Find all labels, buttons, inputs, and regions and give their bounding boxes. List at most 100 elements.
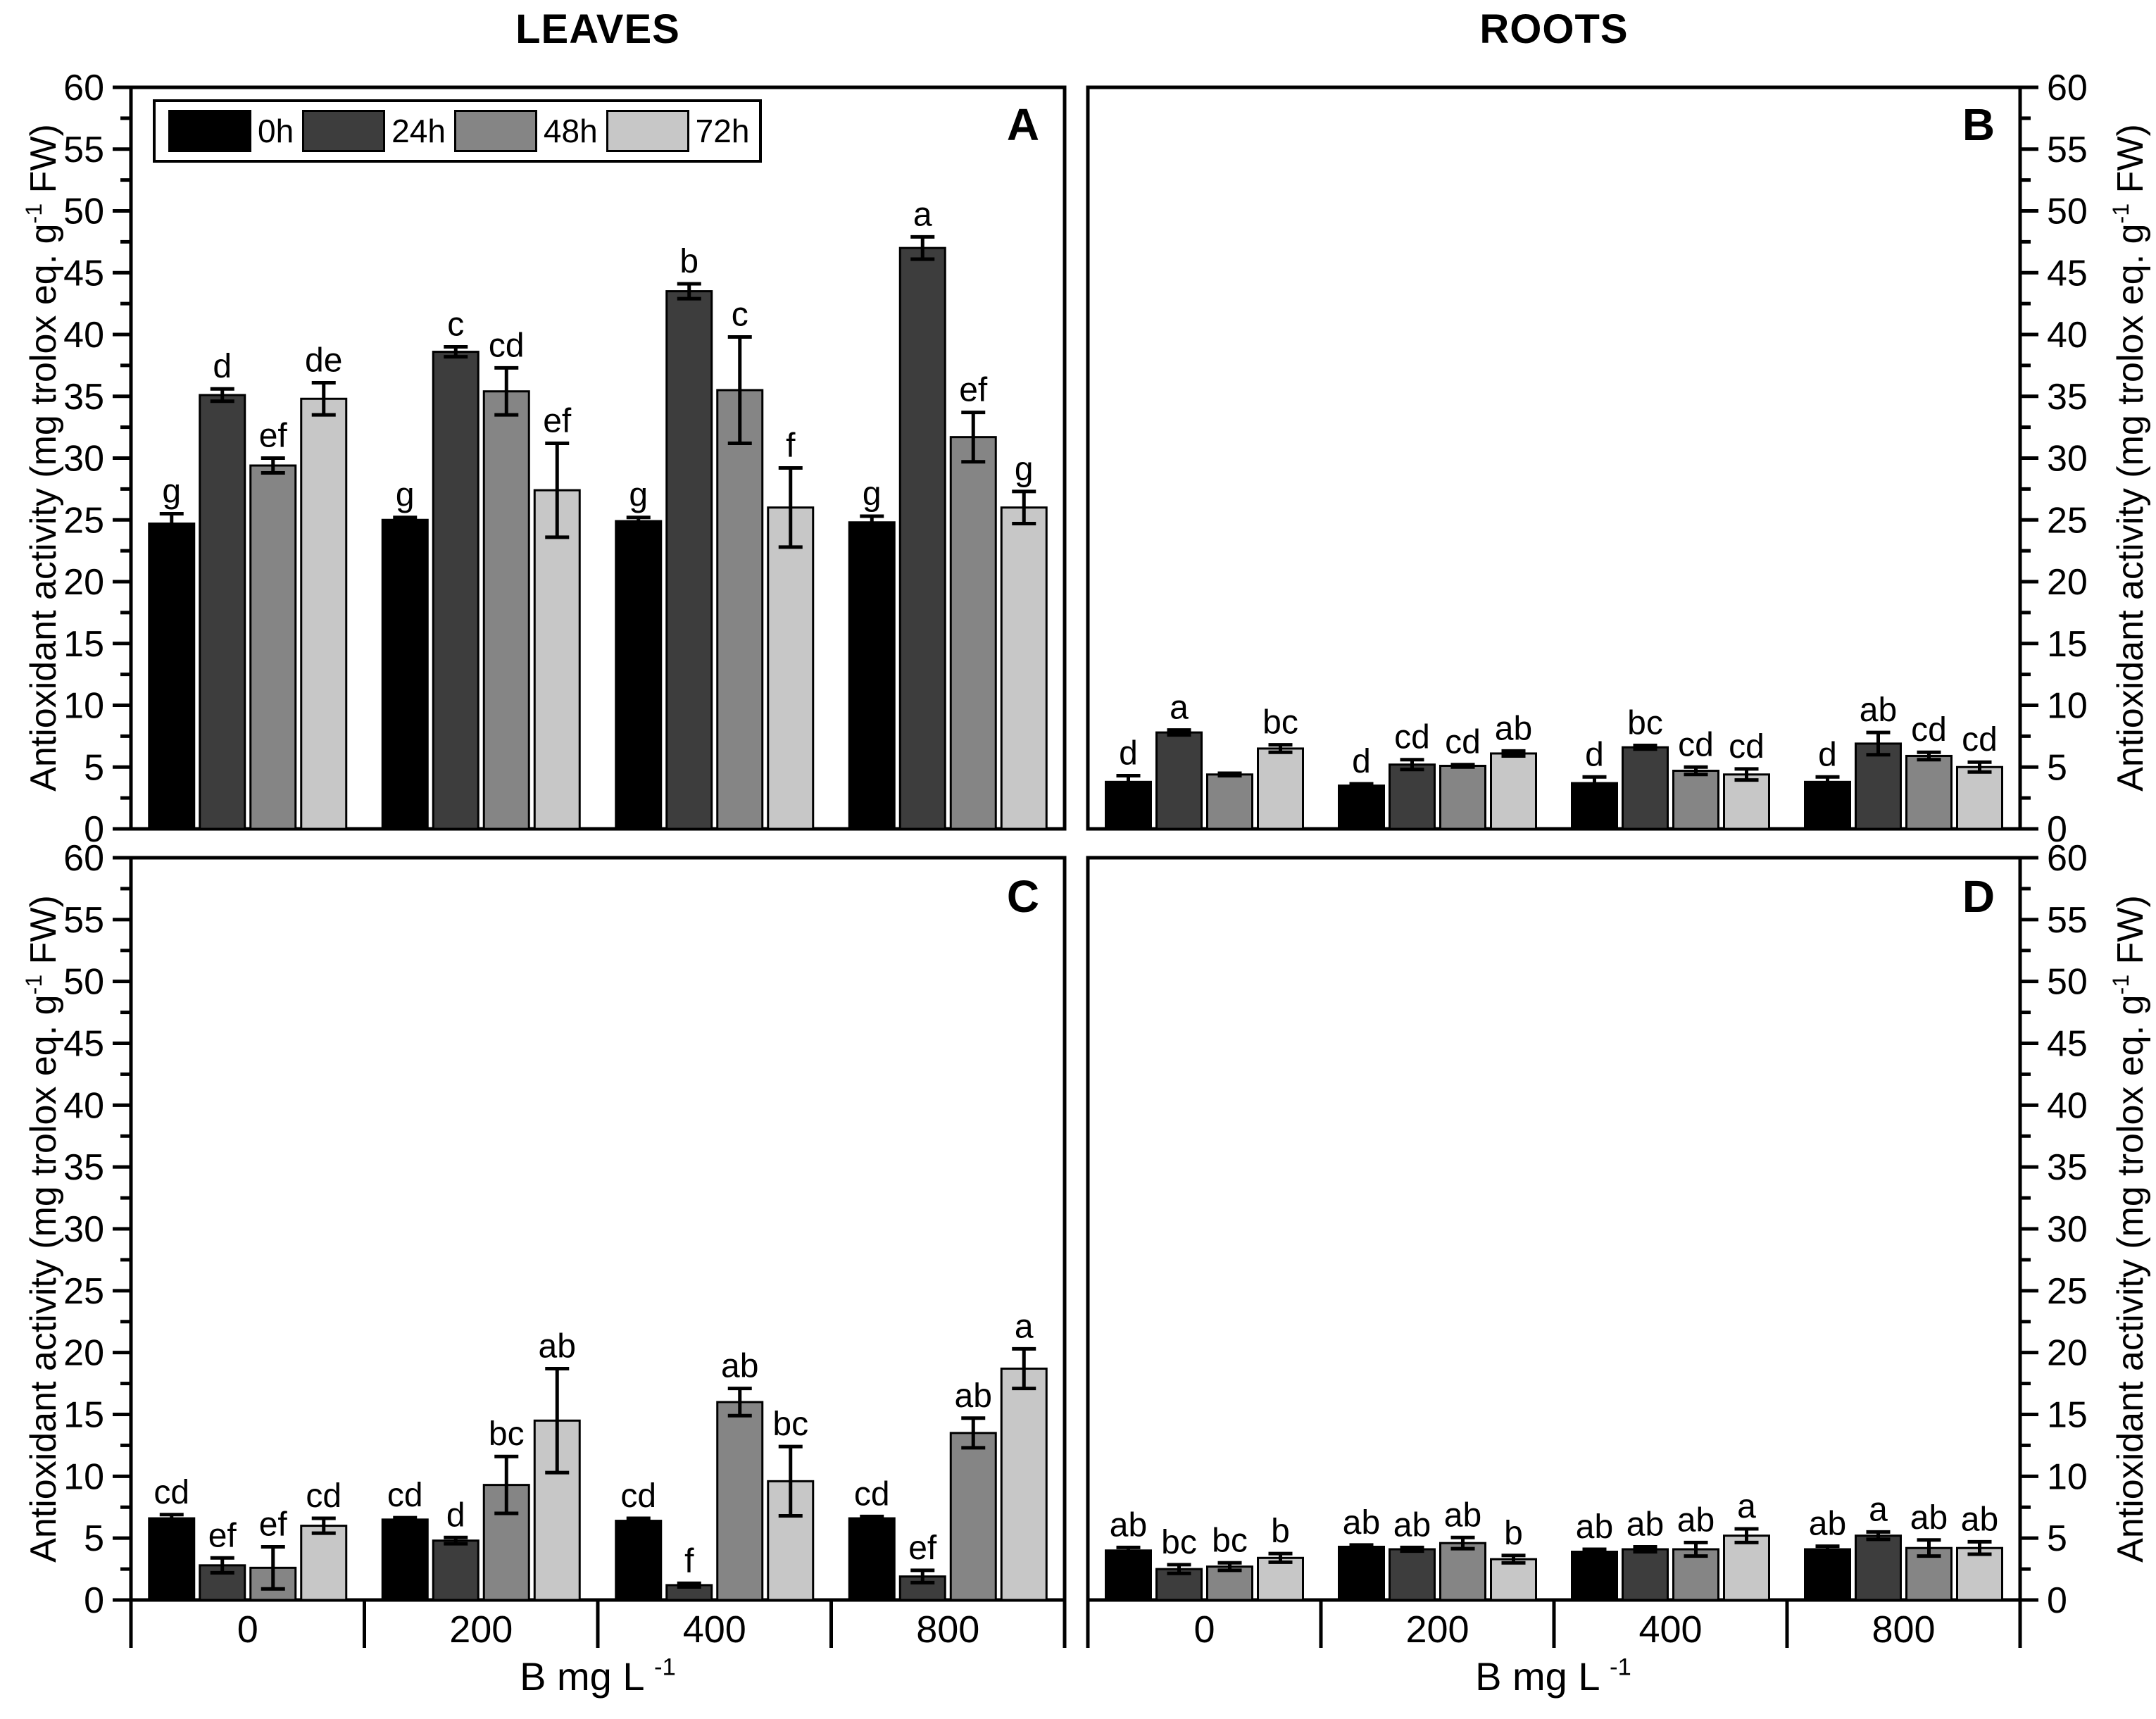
significance-letter: ef (543, 402, 572, 439)
bar-48h (1672, 770, 1719, 830)
y-axis-title-sup: -1 (2108, 974, 2133, 995)
y-axis-title-text2: FW) (2110, 124, 2151, 204)
significance-letter: a (1015, 1308, 1034, 1345)
x-axis-title-text: B mg L (520, 1654, 644, 1699)
bar-72h (1956, 765, 2003, 830)
significance-letter: a (1170, 689, 1189, 727)
significance-letter: ab (721, 1348, 758, 1385)
y-tick-label: 10 (63, 1456, 104, 1497)
bar-48h (1439, 1542, 1486, 1601)
y-tick-label: 5 (2047, 1518, 2067, 1559)
legend-swatch-0h (168, 110, 251, 152)
y-axis-title-text: Antioxidant activity (mg trolox eq. g (23, 994, 64, 1563)
y-tick-label: 50 (63, 192, 104, 232)
y-tick-label: 25 (2047, 1271, 2088, 1312)
y-tick-label: 20 (2047, 562, 2088, 603)
x-category-label: 200 (449, 1608, 513, 1651)
y-tick-label: 15 (2047, 1395, 2088, 1436)
significance-letter: g (162, 473, 181, 510)
legend-label-48h: 48h (543, 113, 598, 149)
significance-letter: de (305, 342, 342, 379)
bar-0h (148, 523, 196, 830)
bar-48h (716, 1401, 764, 1601)
y-tick-label: 0 (84, 809, 104, 850)
panel-letter-B: B (1962, 99, 1995, 150)
significance-letter: ef (908, 1530, 937, 1567)
y-tick-label: 40 (2047, 315, 2088, 356)
significance-letter: g (863, 475, 882, 513)
y-tick-label: 0 (2047, 809, 2067, 850)
panel-letter-A: A (1006, 99, 1040, 150)
y-axis-title-sup: -1 (2108, 203, 2133, 224)
significance-letter: bc (1212, 1522, 1248, 1559)
legend-swatch-24h (302, 110, 386, 152)
y-axis-title-left-bottom: Antioxidant activity (mg trolox eq. g-1 … (11, 792, 64, 1665)
bar-0h (1571, 782, 1618, 830)
significance-letter: ab (1393, 1506, 1431, 1544)
bar-0h (381, 1518, 429, 1601)
x-category-label: 0 (1193, 1608, 1215, 1651)
bar-72h (300, 1525, 348, 1601)
significance-letter: c (732, 296, 748, 334)
bar-72h (300, 397, 348, 830)
legend-swatch-48h (453, 110, 537, 152)
x-axis-title-left: B mg L -1 (372, 1654, 823, 1699)
bar-48h (1439, 764, 1486, 830)
x-category-label: 400 (683, 1608, 746, 1651)
significance-letter: c (447, 306, 464, 344)
y-axis-title-text: Antioxidant activity (mg trolox eq. g (2110, 994, 2151, 1563)
y-tick-label: 45 (63, 1024, 104, 1065)
y-tick-label: 20 (63, 1333, 104, 1374)
significance-letter: g (629, 477, 648, 514)
bar-24h (432, 1539, 480, 1601)
significance-letter: d (1119, 735, 1138, 773)
significance-letter: cd (153, 1474, 189, 1511)
significance-letter: ab (1677, 1501, 1715, 1539)
y-axis-title-sup: -1 (21, 203, 46, 224)
bar-48h (249, 464, 297, 830)
significance-letter: d (213, 348, 232, 385)
bar-24h (1389, 1548, 1436, 1601)
y-tick-label: 5 (2047, 747, 2067, 788)
y-axis-title-left-top: Antioxidant activity (mg trolox eq. g-1 … (11, 21, 64, 894)
significance-letter: g (396, 477, 415, 514)
significance-letter: d (1352, 743, 1371, 780)
significance-letter: cd (1729, 728, 1765, 765)
significance-letter: ab (1576, 1508, 1613, 1546)
bar-72h (1490, 752, 1537, 830)
x-axis-title-sup: -1 (654, 1654, 676, 1681)
y-axis-title-text2: FW) (23, 895, 64, 975)
significance-letter: cd (1678, 726, 1714, 763)
bar-48h (949, 436, 997, 830)
y-tick-label: 10 (63, 686, 104, 727)
y-tick-label: 30 (2047, 439, 2088, 480)
bar-72h (1723, 773, 1770, 830)
significance-letter: f (684, 1542, 694, 1580)
y-tick-label: 30 (63, 1209, 104, 1250)
y-tick-label: 25 (63, 1271, 104, 1312)
bar-0h (848, 521, 896, 830)
y-tick-label: 45 (2047, 1024, 2088, 1065)
y-tick-label: 45 (2047, 253, 2088, 294)
y-tick-label: 55 (63, 130, 104, 170)
bar-24h (1622, 1548, 1669, 1601)
y-axis-title-text2: FW) (2110, 895, 2151, 975)
significance-letter: cd (1445, 724, 1481, 761)
y-tick-label: 0 (84, 1580, 104, 1621)
panel-letter-C: C (1006, 871, 1040, 922)
legend-label-72h: 72h (695, 113, 750, 149)
y-tick-label: 35 (2047, 377, 2088, 418)
bar-72h (1257, 1556, 1304, 1601)
significance-letter: ab (1627, 1506, 1664, 1543)
y-tick-label: 20 (63, 562, 104, 603)
y-tick-label: 60 (2047, 68, 2088, 108)
significance-letter: ab (1910, 1499, 1948, 1537)
y-tick-label: 10 (2047, 1456, 2088, 1497)
bar-24h (199, 394, 246, 830)
significance-letter: ef (259, 1506, 288, 1543)
bar-48h (482, 390, 530, 830)
significance-letter: ef (259, 418, 288, 455)
significance-letter: ab (1860, 692, 1897, 729)
bar-0h (1105, 1549, 1152, 1601)
